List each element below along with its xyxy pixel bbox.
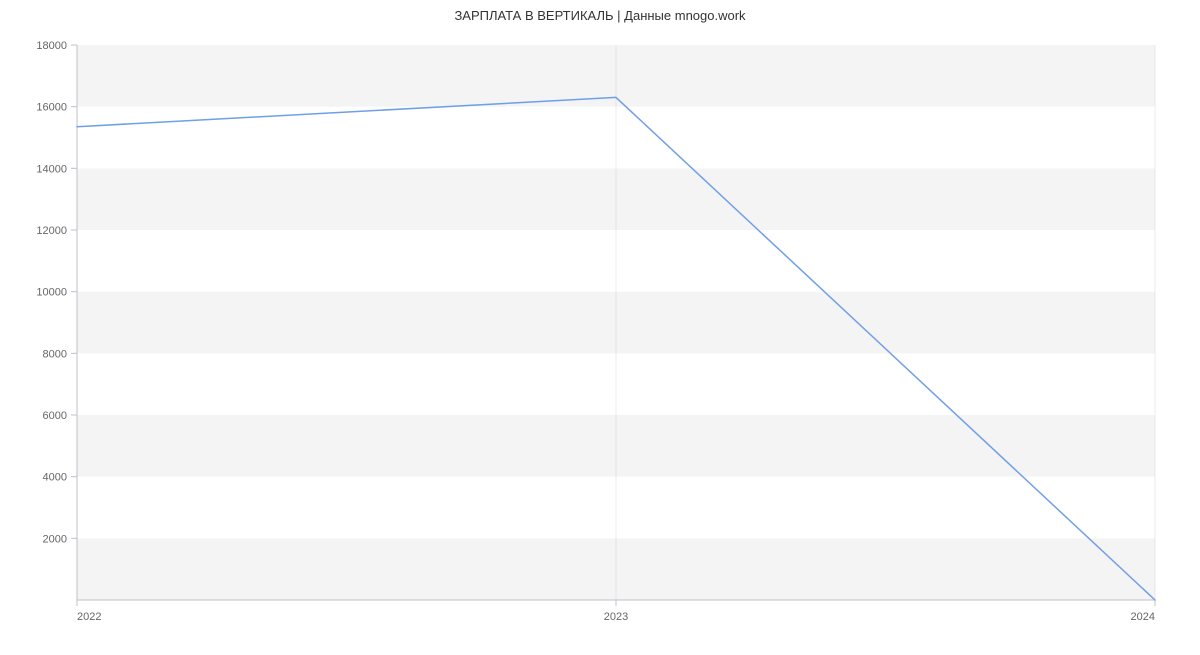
salary-line-chart: 2000 4000 6000 8000 10000 12000 14000 16000 1800… — [0, 0, 1200, 650]
svg-text:10000: 10000 — [36, 287, 67, 299]
svg-text:6000: 6000 — [43, 410, 67, 422]
svg-text:2024: 2024 — [1131, 611, 1155, 623]
svg-text:2022: 2022 — [77, 611, 101, 623]
svg-text:16000: 16000 — [36, 102, 67, 114]
svg-text:2023: 2023 — [604, 611, 628, 623]
svg-text:8000: 8000 — [43, 348, 67, 360]
svg-text:12000: 12000 — [36, 225, 67, 237]
svg-text:18000: 18000 — [36, 40, 67, 52]
svg-text:4000: 4000 — [43, 472, 67, 484]
svg-text:2000: 2000 — [43, 533, 67, 545]
svg-text:14000: 14000 — [36, 163, 67, 175]
